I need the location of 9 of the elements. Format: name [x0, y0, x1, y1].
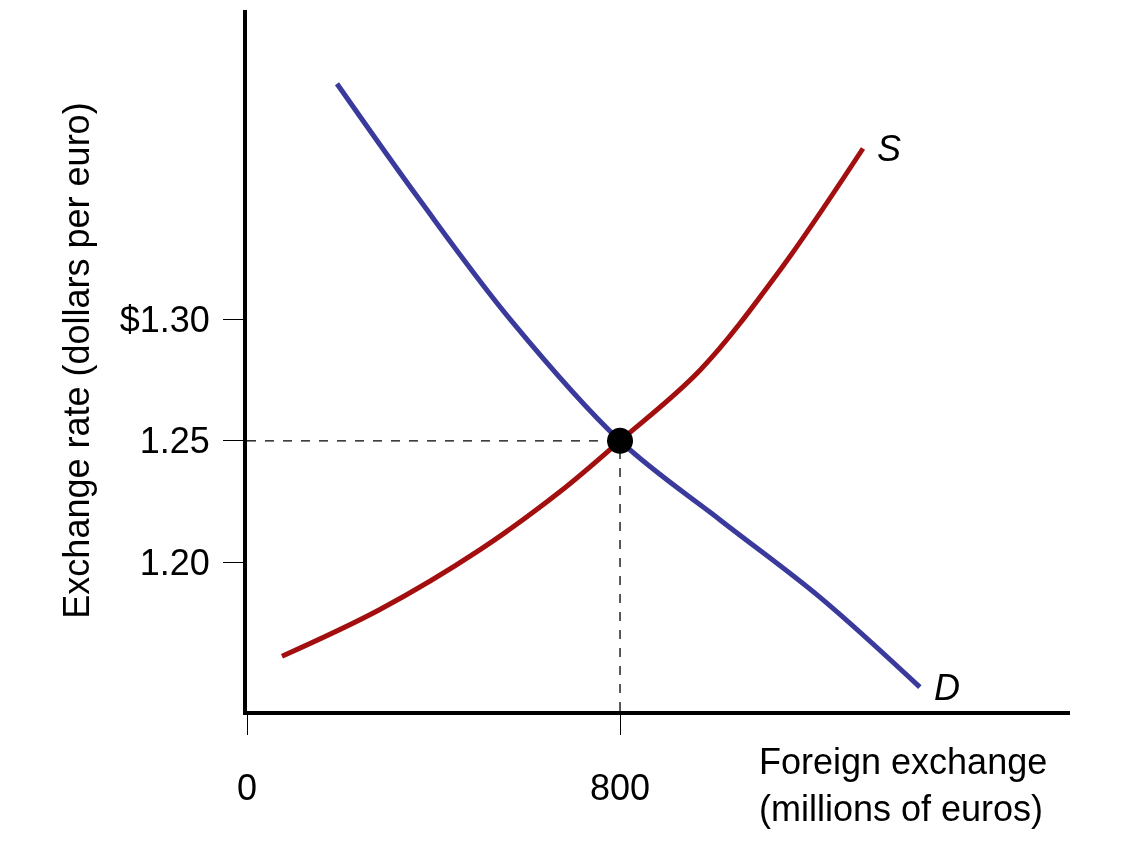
series-label: D: [934, 667, 960, 708]
y-tick-label: 1.25: [139, 420, 210, 462]
x-tick-label: 800: [589, 767, 651, 809]
y-tick-label: 1.20: [139, 542, 210, 584]
x-axis-title: Foreign exchange (millions of euros): [759, 741, 1048, 829]
x-tick-label: 0: [236, 767, 258, 809]
y-tick-label: $1.30: [119, 298, 210, 340]
y-axis-title: Exchange rate (dollars per euro): [56, 102, 98, 619]
series-label: S: [877, 128, 902, 169]
